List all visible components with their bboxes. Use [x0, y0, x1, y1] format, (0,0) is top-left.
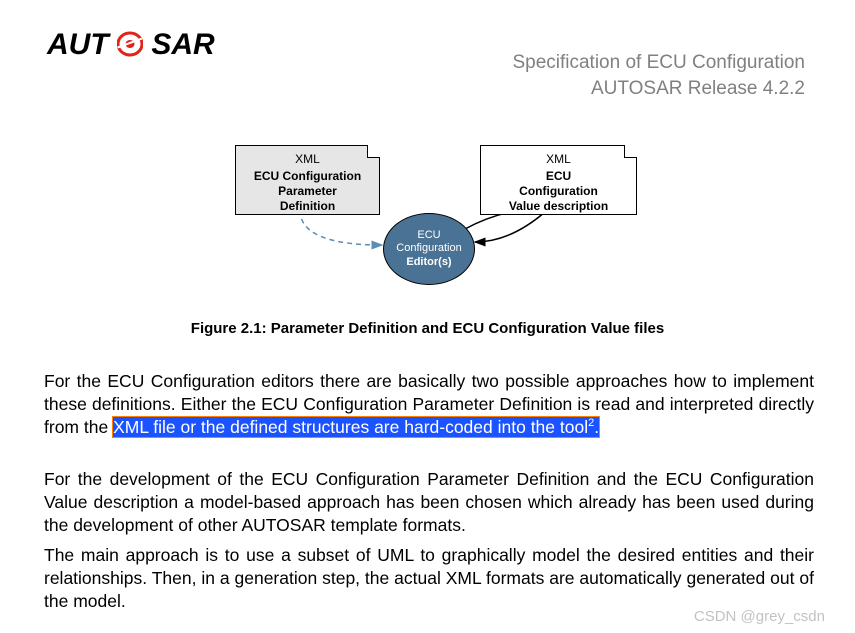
- arrow-right-to-circle: [475, 212, 545, 242]
- left-box-tag: XML: [236, 152, 379, 167]
- paragraph-3: The main approach is to use a subset of …: [44, 544, 814, 612]
- circle-l2: Configuration: [384, 242, 474, 255]
- right-box-l1: ECU: [481, 169, 636, 184]
- right-box-l2: Configuration: [481, 184, 636, 199]
- paragraph-2: For the development of the ECU Configura…: [44, 468, 814, 536]
- p1-highlight[interactable]: XML file or the defined structures are h…: [113, 417, 599, 437]
- logo-o: [109, 28, 152, 61]
- left-xml-box: XML ECU Configuration Parameter Definiti…: [235, 145, 380, 215]
- circle-l1: ECU: [384, 229, 474, 242]
- watermark: CSDN @grey_csdn: [694, 608, 825, 625]
- right-box-l3: Value description: [481, 199, 636, 214]
- logo-post: SAR: [151, 28, 214, 61]
- left-box-l1: ECU Configuration: [236, 169, 379, 184]
- fold-icon: [367, 145, 380, 158]
- editor-circle: ECU Configuration Editor(s): [383, 213, 475, 285]
- right-xml-box: XML ECU Configuration Value description: [480, 145, 637, 215]
- right-box-tag: XML: [481, 152, 636, 167]
- fold-icon: [624, 145, 637, 158]
- header-block: Specification of ECU Configuration AUTOS…: [512, 50, 805, 101]
- circle-l3: Editor(s): [384, 256, 474, 269]
- left-box-l2: Parameter: [236, 184, 379, 199]
- dashed-arrow: [300, 210, 382, 245]
- paragraph-1: For the ECU Configuration editors there …: [44, 370, 814, 438]
- figure-caption: Figure 2.1: Parameter Definition and ECU…: [0, 320, 855, 337]
- spec-title: Specification of ECU Configuration: [512, 50, 805, 76]
- p1-after: .: [594, 417, 599, 437]
- release-line: AUTOSAR Release 4.2.2: [512, 76, 805, 102]
- autosar-logo: AUT SAR: [47, 28, 215, 62]
- left-box-l3: Definition: [236, 199, 379, 214]
- logo-pre: AUT: [47, 28, 109, 61]
